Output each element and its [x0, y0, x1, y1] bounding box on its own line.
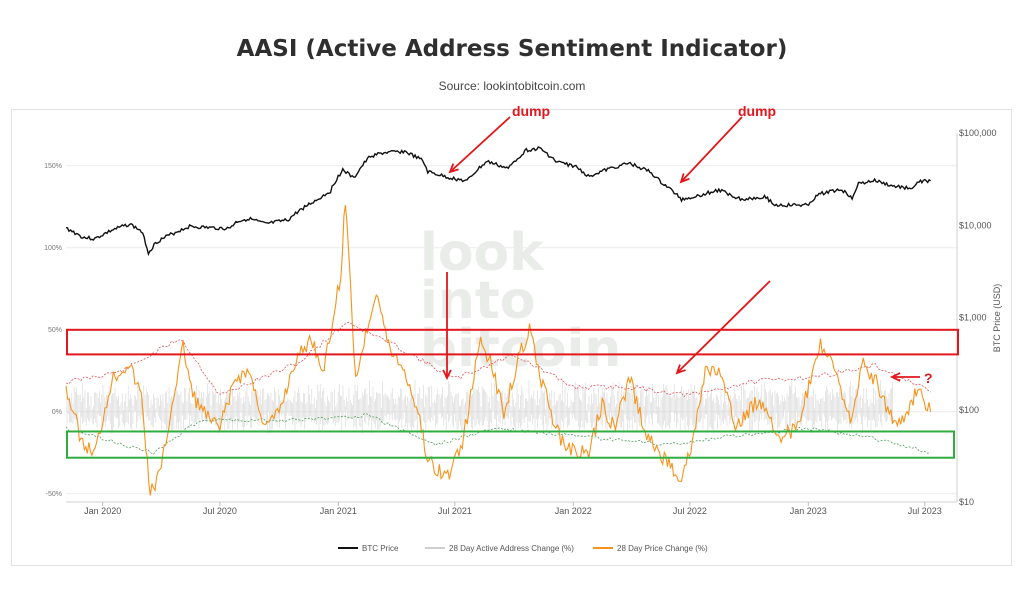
- address-change-series: [66, 380, 893, 436]
- chart-title: AASI (Active Address Sentiment Indicator…: [236, 36, 788, 62]
- address-change-series: [66, 380, 893, 436]
- annotation-question: ?: [924, 370, 933, 386]
- arrow-left-head: [889, 372, 901, 382]
- x-tick-label: Jul 2021: [438, 506, 472, 516]
- x-tick-label: Jul 2020: [203, 506, 237, 516]
- arrow-down-head: [442, 369, 452, 381]
- arrow-dump-1-head: [448, 163, 459, 174]
- annotations: dump dump?: [442, 103, 933, 386]
- red-highlight-box: [66, 328, 959, 356]
- arrow-dump-1: [449, 116, 511, 173]
- x-tick-label: Jan 2020: [84, 506, 121, 516]
- left-tick-label: 150%: [44, 163, 62, 170]
- band-lines: [65, 321, 931, 455]
- arrow-diagonal-head: [675, 364, 686, 375]
- right-tick-label: $10: [959, 497, 974, 507]
- right-tick-label: $100,000: [959, 128, 997, 138]
- lower-band-line: [65, 413, 931, 455]
- arrow-dump-2: [680, 116, 743, 183]
- watermark: look into bitcoin: [420, 223, 621, 379]
- annotation-dump-2: dump: [738, 103, 776, 119]
- left-tick-label: 100%: [44, 245, 62, 252]
- highlight-boxes: [66, 328, 959, 459]
- axes: -50% 0% 50% 100% 150% $10 $100 $1,000 $10,000 $10…: [44, 128, 996, 516]
- arrow-dump-2-head: [679, 173, 690, 184]
- x-tick-label: Jul 2022: [673, 506, 707, 516]
- x-tick-label: Jul 2023: [908, 506, 942, 516]
- legend-item-0: BTC Price: [362, 544, 399, 553]
- chart-source: Source: lookintobitcoin.com: [438, 79, 586, 93]
- x-tick-label: Jan 2023: [790, 506, 827, 516]
- left-tick-label: -50%: [46, 491, 62, 498]
- right-axis-label: BTC Price (USD): [992, 284, 1002, 353]
- watermark-line-1: look: [420, 223, 545, 283]
- price-change-line: [65, 205, 932, 496]
- legend-item-2: 28 Day Price Change (%): [617, 544, 708, 553]
- green-highlight-box: [66, 430, 955, 459]
- upper-band-line: [65, 321, 931, 398]
- btc-price-line: [65, 146, 931, 257]
- series-lines: [65, 146, 932, 496]
- left-tick-label: 50%: [48, 327, 62, 334]
- right-tick-label: $100: [959, 405, 979, 415]
- watermark-line-2: into: [420, 271, 535, 331]
- annotation-dump-1: dump: [512, 103, 550, 119]
- right-tick-label: $1,000: [959, 313, 987, 323]
- chart-frame: [11, 109, 1012, 566]
- left-tick-label: 0%: [52, 409, 62, 416]
- x-tick-label: Jan 2022: [555, 506, 592, 516]
- right-tick-label: $10,000: [959, 220, 992, 230]
- legend-item-1: 28 Day Active Address Change (%): [449, 544, 574, 553]
- x-tick-label: Jan 2021: [320, 506, 357, 516]
- legend: BTC Price 28 Day Active Address Change (%…: [338, 544, 708, 553]
- arrow-diagonal: [676, 280, 771, 374]
